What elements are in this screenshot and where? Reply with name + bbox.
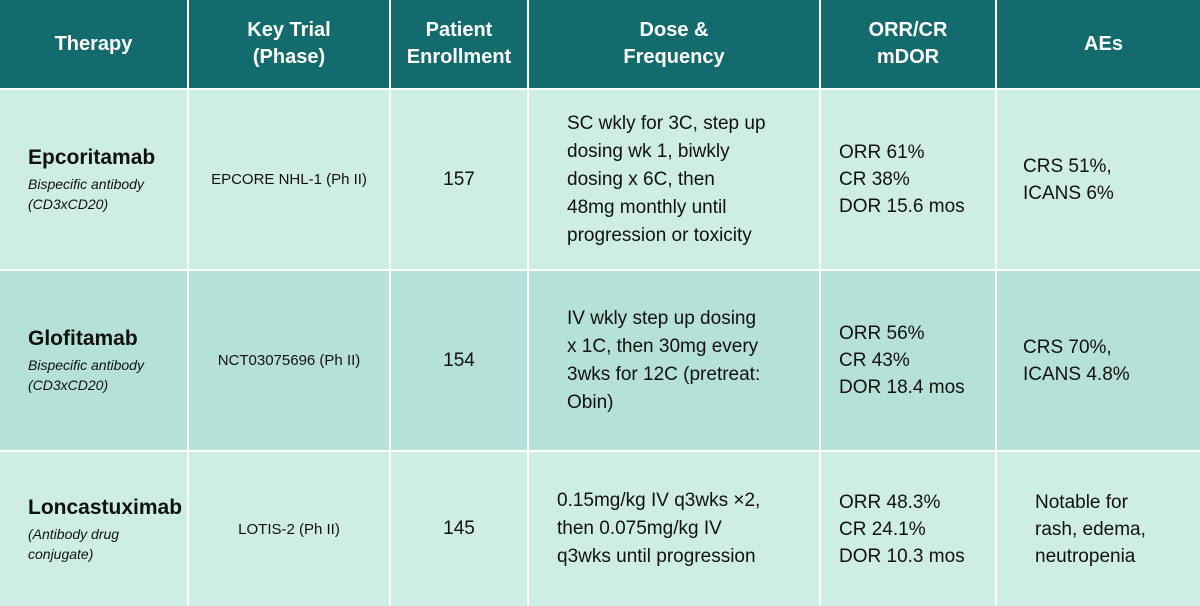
therapy-type: Bispecific antibody (CD3xCD20) xyxy=(28,176,144,212)
header-orr: ORR/CR mDOR xyxy=(821,0,995,88)
therapy-name: Epcoritamab xyxy=(28,146,156,169)
header-aes: AEs xyxy=(997,0,1200,88)
therapy-cell: Epcoritamab Bispecific antibody (CD3xCD2… xyxy=(0,90,187,269)
dose-cell: 0.15mg/kg IV q3wks ×2, then 0.075mg/kg I… xyxy=(529,452,819,606)
orr-cell: ORR 56% CR 43% DOR 18.4 mos xyxy=(821,271,995,450)
therapy-cell: Glofitamab Bispecific antibody (CD3xCD20… xyxy=(0,271,187,450)
trial-cell: LOTIS-2 (Ph II) xyxy=(189,452,389,606)
trial-cell: NCT03075696 (Ph II) xyxy=(189,271,389,450)
therapy-name: Loncastuximab xyxy=(28,495,183,519)
enrollment-cell: 157 xyxy=(391,90,527,269)
header-enrollment: Patient Enrollment xyxy=(391,0,527,88)
aes-cell: CRS 51%, ICANS 6% xyxy=(997,90,1200,269)
aes-cell: CRS 70%, ICANS 4.8% xyxy=(997,271,1200,450)
orr-cell: ORR 48.3% CR 24.1% DOR 10.3 mos xyxy=(821,452,995,606)
trial-cell: EPCORE NHL-1 (Ph II) xyxy=(189,90,389,269)
header-key-trial: Key Trial (Phase) xyxy=(189,0,389,88)
enrollment-cell: 154 xyxy=(391,271,527,450)
therapy-cell: Loncastuximab (Antibody drug conjugate) xyxy=(0,452,187,606)
aes-cell: Notable for rash, edema, neutropenia xyxy=(997,452,1200,606)
enrollment-cell: 145 xyxy=(391,452,527,606)
orr-cell: ORR 61% CR 38% DOR 15.6 mos xyxy=(821,90,995,269)
therapy-type: (Antibody drug conjugate) xyxy=(28,525,120,562)
therapy-type: Bispecific antibody (CD3xCD20) xyxy=(28,357,144,393)
header-therapy: Therapy xyxy=(0,0,187,88)
header-dose: Dose & Frequency xyxy=(529,0,819,88)
dose-cell: IV wkly step up dosing x 1C, then 30mg e… xyxy=(529,271,819,450)
therapy-name: Glofitamab xyxy=(28,327,138,350)
dose-cell: SC wkly for 3C, step up dosing wk 1, biw… xyxy=(529,90,819,269)
